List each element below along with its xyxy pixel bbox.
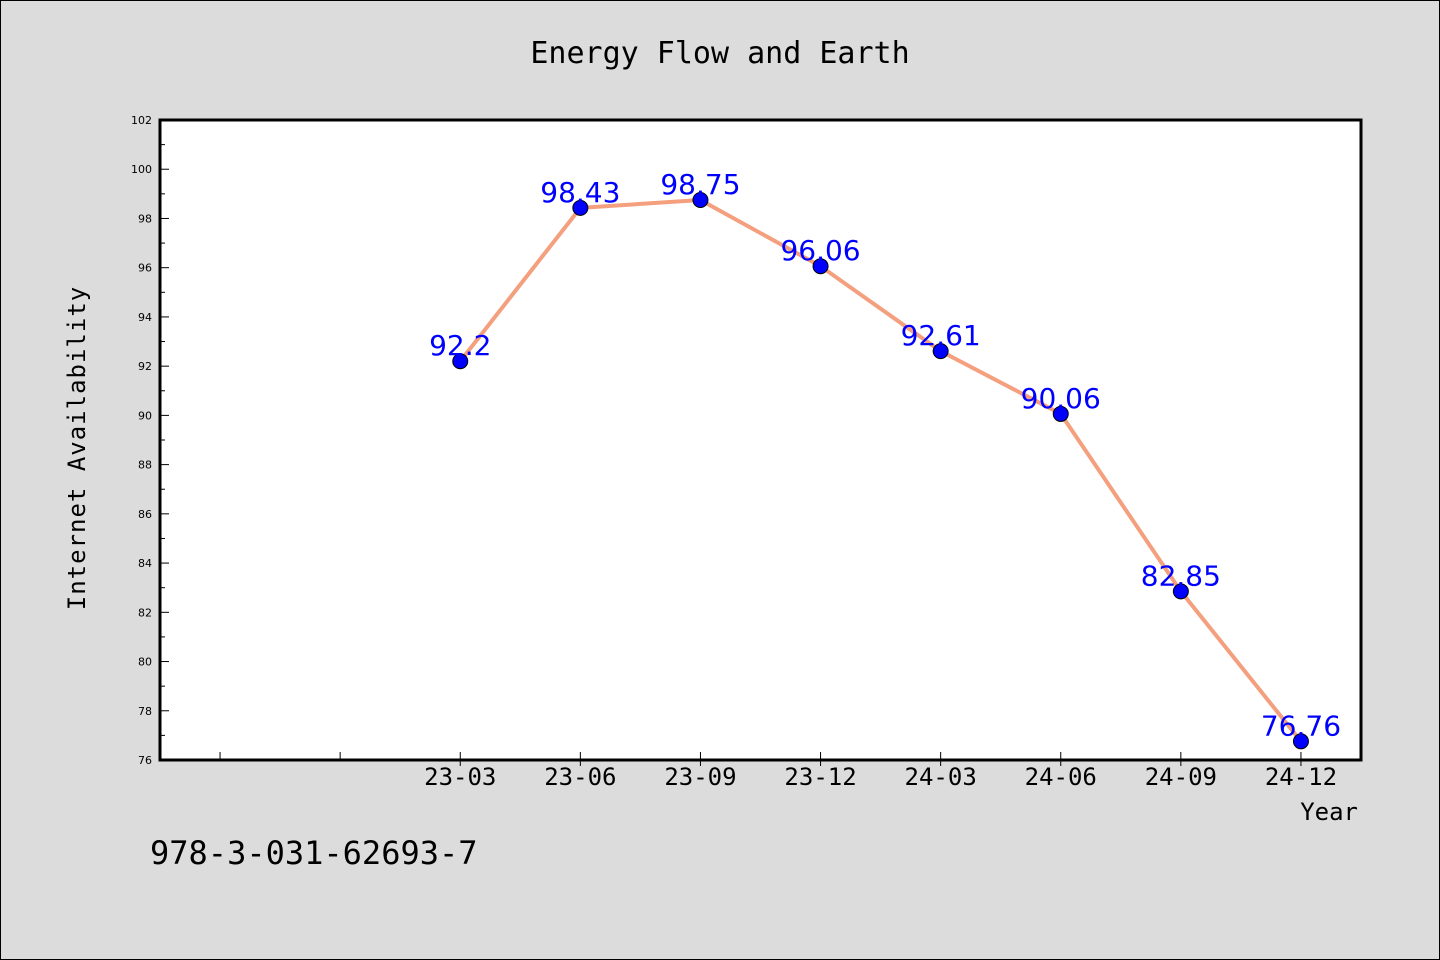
y-axis-ticks: 76 78 80 82 84 86 88 90 92 94 96 98 100 102	[131, 114, 169, 767]
x-tick-label: 24-12	[1265, 763, 1337, 791]
data-point	[692, 192, 709, 208]
x-tick-label: 23-09	[664, 763, 736, 791]
x-tick-label: 23-03	[424, 763, 496, 791]
y-tick-label: 102	[131, 114, 152, 127]
data-label: 92.2	[429, 329, 491, 362]
x-tick-label: 24-06	[1025, 763, 1097, 791]
y-tick-label: 78	[138, 705, 152, 718]
data-label: 98.75	[660, 168, 740, 201]
data-point	[1172, 583, 1189, 600]
x-axis-label: Year	[1300, 798, 1358, 826]
y-tick-label: 100	[131, 163, 152, 176]
y-tick-label: 82	[138, 606, 152, 619]
data-label: 98.43	[540, 176, 620, 209]
y-tick-label: 88	[138, 459, 152, 472]
isbn-footer: 978-3-031-62693-7	[150, 834, 478, 872]
y-tick-label: 98	[138, 212, 152, 225]
y-tick-label: 76	[138, 754, 152, 767]
data-point	[1052, 405, 1069, 422]
data-label: 92.61	[901, 319, 981, 352]
data-point	[452, 353, 469, 370]
data-label: 76.76	[1261, 709, 1341, 742]
x-tick-label: 24-03	[905, 763, 977, 791]
data-point	[1292, 733, 1309, 750]
data-series: 92.2 98.43 98.75 96.06 92.61 90.06 82.85 76.76	[429, 168, 1341, 750]
y-tick-label: 86	[138, 508, 152, 521]
y-tick-label: 80	[138, 656, 152, 669]
y-tick-label: 84	[138, 557, 152, 570]
x-axis-ticks: 23-03 23-06 23-09 23-12 24-03 24-06 24-09 24-12	[219, 752, 1337, 791]
data-point	[572, 199, 589, 216]
y-tick-label: 90	[138, 409, 152, 422]
x-tick-label: 23-06	[544, 763, 616, 791]
x-tick-label: 24-09	[1145, 763, 1217, 791]
data-label: 96.06	[780, 234, 860, 267]
y-tick-label: 94	[138, 311, 152, 324]
data-label: 90.06	[1021, 382, 1101, 415]
y-tick-label: 96	[138, 262, 152, 275]
series-line	[458, 198, 1303, 743]
data-label: 82.85	[1141, 559, 1221, 592]
x-tick-label: 23-12	[784, 763, 856, 791]
plot-area	[158, 118, 1363, 762]
y-tick-label: 92	[138, 360, 152, 373]
chart-title: Energy Flow and Earth	[530, 36, 909, 71]
y-axis-label: Internet Availability	[63, 286, 91, 610]
data-point	[932, 343, 949, 360]
data-point	[812, 258, 829, 275]
